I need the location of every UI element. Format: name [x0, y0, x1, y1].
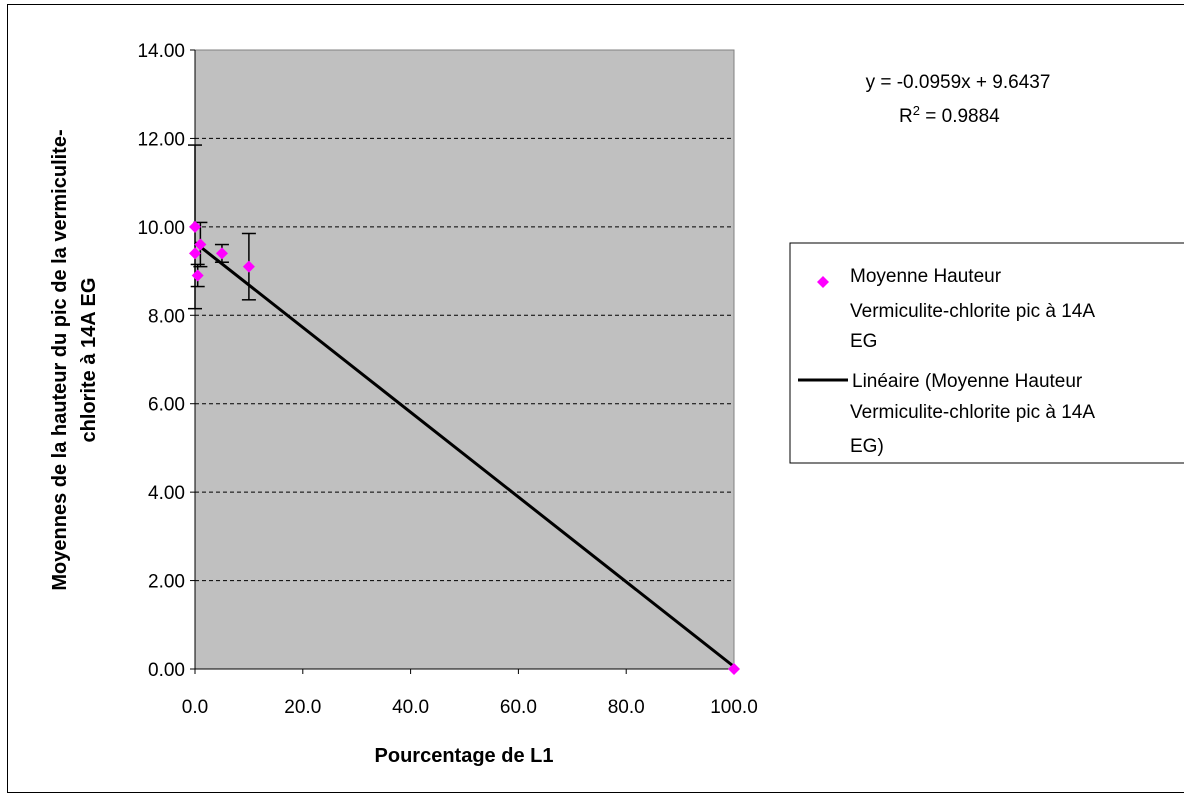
- trendline: [194, 241, 735, 668]
- y-tick-label: 12.00: [137, 129, 185, 150]
- y-tick-label: 2.00: [148, 572, 185, 593]
- x-tick-label: 60.0: [500, 697, 537, 718]
- data-point: [194, 238, 207, 251]
- y-axis-title-line2: chlorite à 14A EG: [78, 278, 100, 443]
- y-tick-label: 14.00: [137, 41, 185, 62]
- legend-marker-diamond-icon: [817, 276, 829, 288]
- legend-label-series: Moyenne Hauteur Vermiculite-chlorite pic…: [850, 266, 1099, 352]
- x-tick-label: 20.0: [284, 697, 321, 718]
- gridlines: [195, 137, 734, 582]
- data-point: [215, 247, 228, 260]
- legend-box: [789, 242, 1184, 464]
- x-tick-label: 100.0: [710, 697, 758, 718]
- x-tick-label: 80.0: [608, 697, 645, 718]
- data-point: [191, 269, 204, 282]
- r-squared: R2 = 0.9884: [899, 103, 1000, 128]
- y-tick-label: 4.00: [148, 483, 185, 504]
- x-tick-label: 0.0: [182, 697, 208, 718]
- x-axis-title: Pourcentage de L1: [375, 745, 554, 767]
- trend-line: [194, 241, 735, 668]
- trend-equation: y = -0.0959x + 9.6437: [866, 72, 1051, 93]
- y-tick-label: 0.00: [148, 660, 185, 681]
- y-axis-ticks: 0.00 2.00 4.00 6.00 8.00 10.00 12.00 14.00: [137, 41, 195, 681]
- legend: Moyenne Hauteur Vermiculite-chlorite pic…: [789, 242, 1184, 464]
- plot-area: [194, 49, 735, 670]
- y-tick-label: 8.00: [148, 306, 185, 327]
- data-points: [189, 220, 740, 675]
- y-tick-label: 10.00: [137, 218, 185, 239]
- legend-label-trend: Linéaire (Moyenne Hauteur Vermiculite-ch…: [850, 371, 1099, 457]
- data-point: [189, 247, 201, 260]
- x-tick-label: 40.0: [392, 697, 429, 718]
- x-axis-ticks: 0.0 20.0 40.0 60.0 80.0 100.0: [182, 50, 758, 718]
- data-point: [728, 663, 740, 675]
- data-point: [189, 220, 201, 233]
- y-tick-label: 6.00: [148, 395, 185, 416]
- y-axis-title-line1: Moyennes de la hauteur du pic de la verm…: [49, 129, 71, 590]
- data-point: [242, 260, 255, 273]
